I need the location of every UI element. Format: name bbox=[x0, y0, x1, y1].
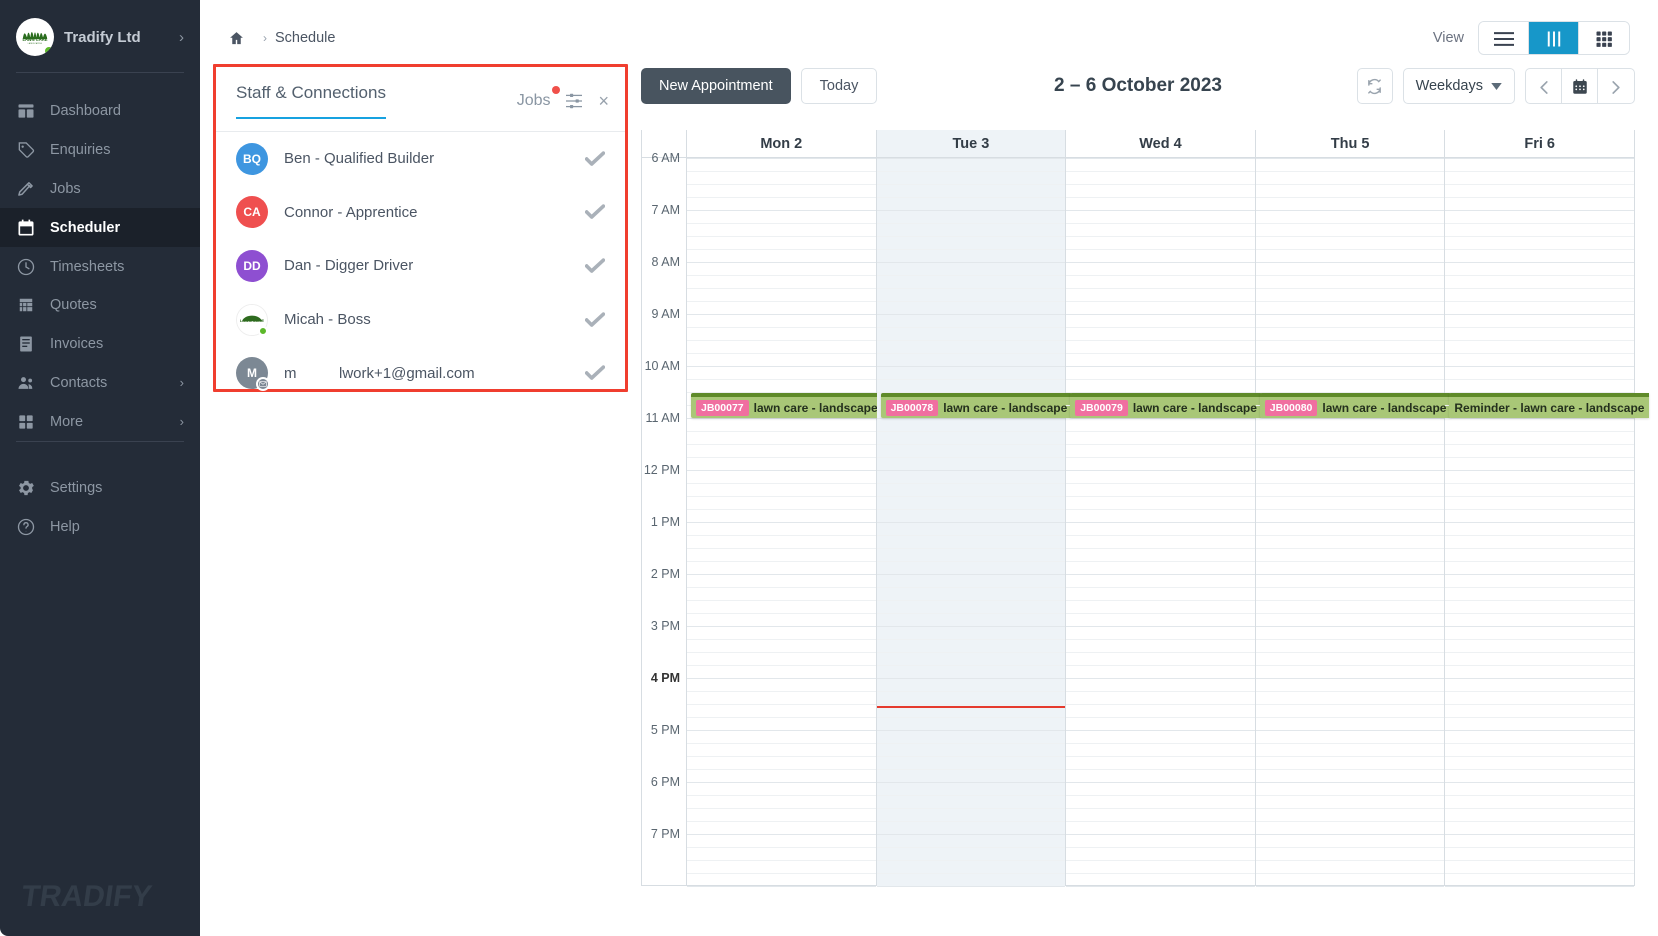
svg-text:LANDSCAPING: LANDSCAPING bbox=[28, 42, 43, 45]
svg-text:LAWN CARE: LAWN CARE bbox=[23, 37, 48, 42]
svg-text:LAWN CARE: LAWN CARE bbox=[240, 317, 265, 322]
